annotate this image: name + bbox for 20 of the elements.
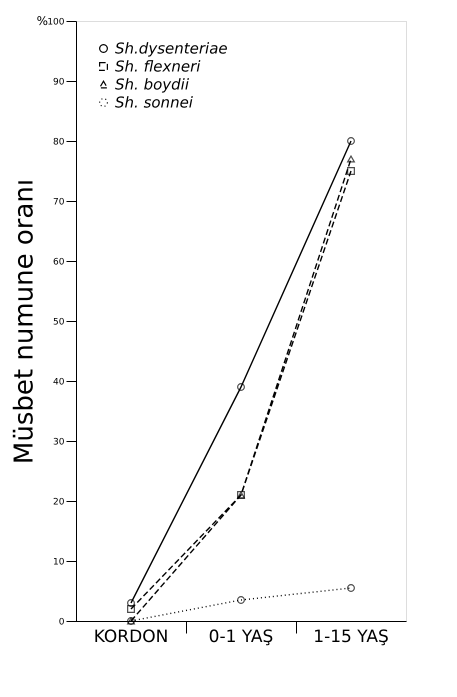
- legend-label: Sh. sonnei: [115, 94, 194, 112]
- y-axis-title: Müsbet numune oranı: [9, 178, 40, 464]
- legend-label: Sh.dysenteriae: [115, 40, 228, 58]
- x-tick-label: 0-1 YAŞ: [208, 627, 274, 647]
- y-tick-label: 50: [53, 318, 65, 328]
- legend-label: Sh. boydii: [115, 76, 190, 94]
- y-tick-label: 0: [58, 618, 65, 628]
- y-tick-label: 30: [53, 438, 65, 448]
- y-tick-label: 10: [53, 558, 65, 568]
- legend-label: Sh. flexneri: [115, 58, 202, 76]
- y-tick-label: 90: [53, 78, 65, 88]
- y-tick-label: 60: [53, 258, 65, 268]
- y-tick-label: 70: [53, 198, 65, 208]
- y-tick-label: 80: [53, 138, 65, 148]
- text: %: [36, 14, 48, 28]
- x-tick-label: KORDON: [94, 627, 168, 647]
- x-tick-label: 1-15 YAŞ: [313, 627, 389, 647]
- y-tick-label: 40: [53, 378, 65, 388]
- y-tick-label: 100: [47, 18, 65, 28]
- y-tick-label: 20: [53, 498, 65, 508]
